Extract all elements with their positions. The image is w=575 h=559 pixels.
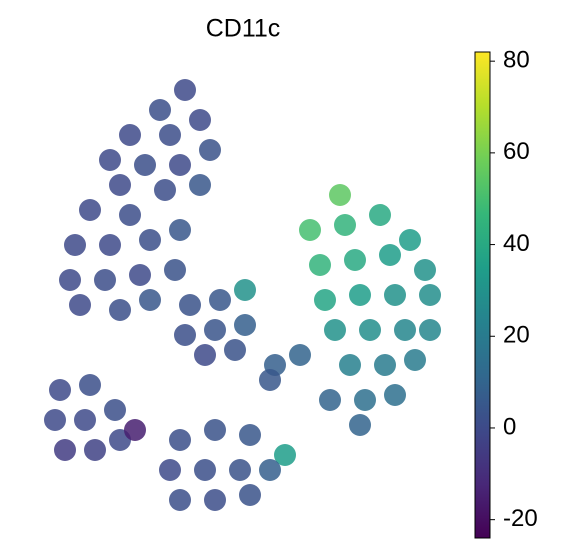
scatter-point bbox=[384, 384, 406, 406]
scatter-point bbox=[209, 289, 231, 311]
scatter-point bbox=[234, 279, 256, 301]
scatter-point bbox=[354, 389, 376, 411]
scatter-point bbox=[194, 459, 216, 481]
scatter-point bbox=[344, 249, 366, 271]
scatter-point bbox=[134, 154, 156, 176]
scatter-point bbox=[374, 354, 396, 376]
colorbar-tick-label: 20 bbox=[503, 322, 530, 349]
scatter-point bbox=[79, 374, 101, 396]
scatter-point bbox=[84, 439, 106, 461]
scatter-point bbox=[154, 179, 176, 201]
scatter-point bbox=[289, 344, 311, 366]
scatter-point bbox=[139, 229, 161, 251]
scatter-point bbox=[384, 284, 406, 306]
scatter-point bbox=[349, 414, 371, 436]
colorbar-tick-label: 40 bbox=[503, 230, 530, 257]
scatter-point bbox=[204, 419, 226, 441]
scatter-point bbox=[194, 344, 216, 366]
scatter-point bbox=[309, 254, 331, 276]
colorbar-tick-label: -20 bbox=[503, 505, 538, 532]
scatter-point bbox=[239, 484, 261, 506]
scatter-point bbox=[104, 399, 126, 421]
scatter-point bbox=[224, 339, 246, 361]
scatter-point bbox=[99, 149, 121, 171]
scatter-point bbox=[229, 459, 251, 481]
scatter-point bbox=[124, 419, 146, 441]
scatter-point bbox=[339, 354, 361, 376]
scatter-point bbox=[329, 184, 351, 206]
scatter-point bbox=[169, 489, 191, 511]
scatter-point bbox=[299, 219, 321, 241]
scatter-point bbox=[109, 299, 131, 321]
scatter-point bbox=[129, 264, 151, 286]
scatter-point bbox=[174, 324, 196, 346]
scatter-point bbox=[99, 234, 121, 256]
scatter-point bbox=[369, 204, 391, 226]
scatter-point bbox=[74, 409, 96, 431]
scatter-point bbox=[119, 204, 141, 226]
scatter-point bbox=[69, 294, 91, 316]
scatter-point bbox=[259, 459, 281, 481]
scatter-point bbox=[149, 99, 171, 121]
scatter-point bbox=[139, 289, 161, 311]
scatter-point bbox=[44, 409, 66, 431]
scatter-point bbox=[199, 139, 221, 161]
scatter-point bbox=[419, 319, 441, 341]
scatter-point bbox=[204, 319, 226, 341]
scatter-point bbox=[79, 199, 101, 221]
scatter-point bbox=[179, 294, 201, 316]
scatter-point bbox=[64, 234, 86, 256]
scatter-point bbox=[94, 269, 116, 291]
colorbar-tick-label: 60 bbox=[503, 138, 530, 165]
scatter-point bbox=[399, 229, 421, 251]
colorbar-tick-label: 80 bbox=[503, 47, 530, 74]
scatter-point bbox=[189, 174, 211, 196]
scatter-point bbox=[49, 379, 71, 401]
scatter-point bbox=[159, 459, 181, 481]
scatter-point bbox=[324, 319, 346, 341]
scatter-point bbox=[204, 489, 226, 511]
scatter-point bbox=[59, 269, 81, 291]
scatter-point bbox=[159, 124, 181, 146]
scatter-point bbox=[174, 79, 196, 101]
scatter-point bbox=[349, 284, 371, 306]
scatter-point bbox=[379, 244, 401, 266]
scatter-point bbox=[334, 214, 356, 236]
scatter-point bbox=[394, 319, 416, 341]
scatter-point bbox=[259, 369, 281, 391]
scatter-points bbox=[44, 79, 441, 511]
scatter-point bbox=[169, 154, 191, 176]
scatter-point bbox=[189, 109, 211, 131]
scatter-point bbox=[414, 259, 436, 281]
scatter-point bbox=[54, 439, 76, 461]
scatter-point bbox=[119, 124, 141, 146]
scatter-point bbox=[234, 314, 256, 336]
scatter-point bbox=[239, 424, 261, 446]
scatter-point bbox=[169, 219, 191, 241]
colorbar-tick-label: 0 bbox=[503, 413, 516, 440]
scatter-point bbox=[419, 284, 441, 306]
scatter-point bbox=[359, 319, 381, 341]
scatter-point bbox=[314, 289, 336, 311]
scatter-point bbox=[169, 429, 191, 451]
colorbar bbox=[474, 51, 491, 539]
scatter-point bbox=[319, 389, 341, 411]
scatter-point bbox=[404, 349, 426, 371]
chart-title: CD11c bbox=[206, 15, 281, 43]
scatter-point bbox=[109, 174, 131, 196]
scatter-point bbox=[274, 444, 296, 466]
scatter-point bbox=[164, 259, 186, 281]
